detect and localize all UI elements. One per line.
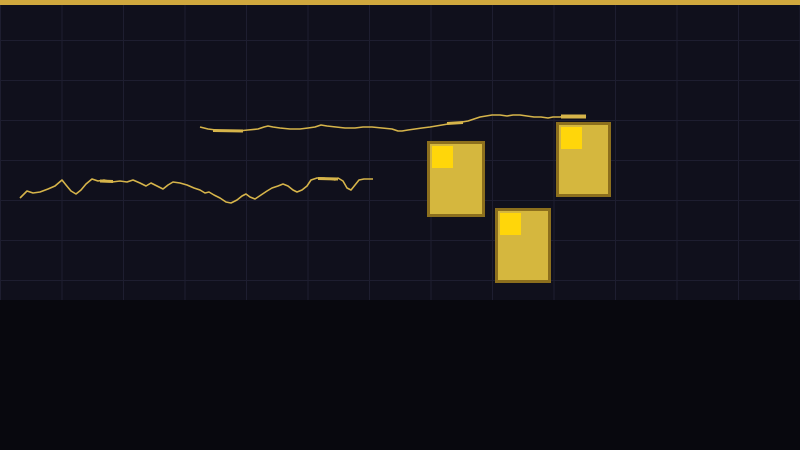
gold-bar-highlight xyxy=(432,146,453,168)
price-line-upper-emphasis-1 xyxy=(212,129,244,133)
gold-bar-highlight xyxy=(500,213,521,235)
caption-panel: XAUUSD Risk Mgmt Gold Position Sizing XM… xyxy=(0,300,800,450)
price-line-upper xyxy=(199,114,587,132)
price-line-lower-emphasis-1 xyxy=(99,179,114,183)
chart-background xyxy=(0,0,800,300)
price-lines-chart xyxy=(19,114,587,204)
gold-bar xyxy=(556,122,611,197)
gold-bar xyxy=(427,141,485,217)
price-line-upper-emphasis-2 xyxy=(446,121,464,125)
top-accent-bar xyxy=(0,0,800,5)
gold-bar xyxy=(495,208,551,283)
price-line-lower-emphasis-2 xyxy=(317,177,339,181)
price-line-lower xyxy=(19,177,373,204)
gold-bar-highlight xyxy=(561,127,582,149)
